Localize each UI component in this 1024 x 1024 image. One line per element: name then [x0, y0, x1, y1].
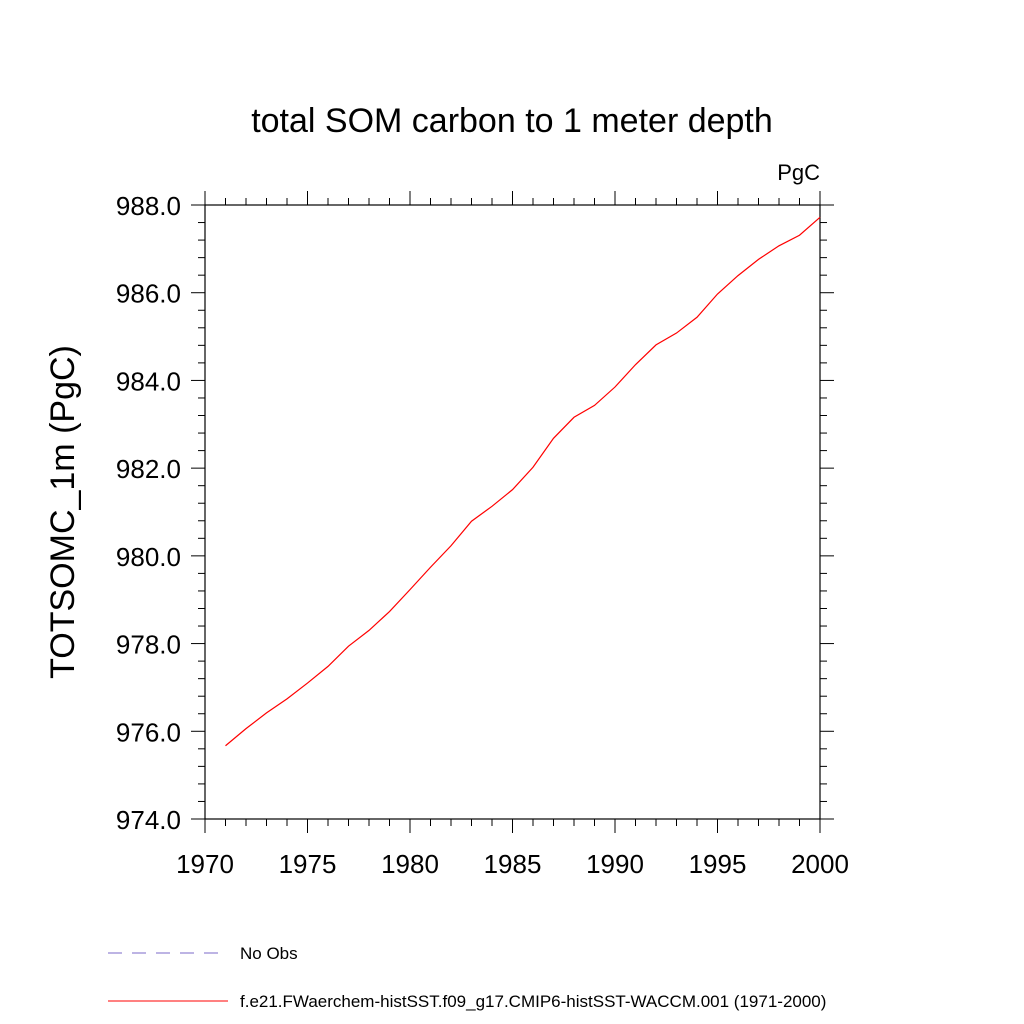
y-tick-label: 976.0 — [116, 717, 181, 747]
x-tick-label: 1985 — [484, 849, 542, 879]
y-tick-label: 980.0 — [116, 542, 181, 572]
y-tick-label: 982.0 — [116, 454, 181, 484]
x-tick-label: 1970 — [176, 849, 234, 879]
y-tick-label: 974.0 — [116, 805, 181, 835]
series-line — [225, 216, 821, 747]
x-tick-label: 2000 — [791, 849, 849, 879]
legend: No Obs f.e21.FWaerchem-histSST.f09_g17.C… — [108, 944, 826, 1011]
y-tick-label: 988.0 — [116, 191, 181, 221]
y-tick-label: 978.0 — [116, 630, 181, 660]
x-tick-label: 1990 — [586, 849, 644, 879]
legend-label-no-obs: No Obs — [240, 944, 298, 963]
x-tick-label: 1995 — [689, 849, 747, 879]
units-label: PgC — [777, 160, 820, 185]
series-layer — [225, 216, 821, 747]
y-tick-labels: 974.0 976.0 978.0 980.0 982.0 984.0 986.0 988.0 — [116, 191, 181, 835]
x-tick-label: 1980 — [381, 849, 439, 879]
chart-title: total SOM carbon to 1 meter depth — [251, 102, 773, 140]
plot-frame — [204, 204, 821, 820]
legend-label-model-run: f.e21.FWaerchem-histSST.f09_g17.CMIP6-hi… — [240, 992, 826, 1011]
axis-ticks — [191, 191, 834, 833]
y-tick-label: 984.0 — [116, 366, 181, 396]
x-tick-labels: 1970 1975 1980 1985 1990 1995 2000 — [176, 849, 849, 879]
y-tick-label: 986.0 — [116, 279, 181, 309]
x-tick-label: 1975 — [279, 849, 337, 879]
y-axis-label: TOTSOMC_1m (PgC) — [44, 345, 82, 679]
